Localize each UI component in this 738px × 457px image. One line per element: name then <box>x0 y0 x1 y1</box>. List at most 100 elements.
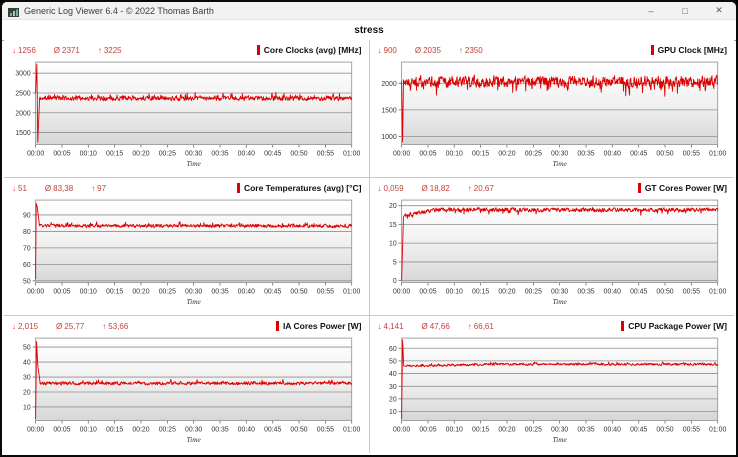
svg-text:00:30: 00:30 <box>551 427 568 434</box>
avg-symbol-icon: Ø <box>44 183 52 193</box>
svg-text:30: 30 <box>23 374 31 381</box>
svg-text:10: 10 <box>388 409 396 416</box>
chart-canvas: 1500 2000 2500 3000 00:00 00:05 00:10 00:15 00:2… <box>15 61 360 168</box>
svg-text:50: 50 <box>23 278 31 285</box>
avg-symbol-icon: Ø <box>56 321 63 331</box>
svg-text:90: 90 <box>23 212 31 219</box>
close-button[interactable]: ✕ <box>715 5 723 15</box>
svg-text:00:30: 00:30 <box>185 289 202 296</box>
svg-text:Time: Time <box>186 435 201 444</box>
svg-text:40: 40 <box>388 371 396 378</box>
svg-text:00:20: 00:20 <box>498 289 515 296</box>
svg-text:00:00: 00:00 <box>27 289 44 296</box>
charts-grid: ↓ 1256 Ø 2371 ↑ 3225 Core Clocks (avg) [MHz] 15… <box>4 40 734 453</box>
minimize-button[interactable]: – <box>648 5 654 16</box>
svg-text:70: 70 <box>23 245 31 252</box>
svg-text:00:10: 00:10 <box>80 289 97 296</box>
svg-text:10: 10 <box>388 241 396 248</box>
stat-min: ↓ 0,059 <box>378 184 404 193</box>
min-arrow-icon: ↓ <box>12 45 16 55</box>
svg-text:00:25: 00:25 <box>159 427 176 434</box>
chart-canvas: 1000 1500 2000 00:00 00:05 00:10 00:15 00:20 00:… <box>381 61 726 168</box>
svg-text:Time: Time <box>186 297 201 306</box>
chart-header: ↓ 1256 Ø 2371 ↑ 3225 Core Clocks (avg) [MHz] <box>9 43 364 57</box>
stat-max: ↑ 66,61 <box>468 322 494 331</box>
app-icon <box>8 5 19 17</box>
svg-text:00:35: 00:35 <box>211 427 228 434</box>
stat-max-value: 3225 <box>103 45 122 55</box>
stat-avg-value: 18,82 <box>429 183 450 193</box>
svg-text:00:30: 00:30 <box>551 289 568 296</box>
chart-stats: ↓ 2,015 Ø 25,77 ↑ 53,66 <box>12 322 128 331</box>
svg-text:00:55: 00:55 <box>317 427 334 434</box>
svg-text:00:20: 00:20 <box>498 151 515 158</box>
stat-min: ↓ 2,015 <box>12 322 38 331</box>
stat-max-value: 97 <box>97 183 107 193</box>
stat-min-value: 2,015 <box>18 321 39 331</box>
stat-avg: Ø 2035 <box>415 46 441 55</box>
svg-text:00:15: 00:15 <box>106 289 123 296</box>
chart-canvas: 10 20 30 40 50 00:00 00:05 00:10 00:15 00:20 00:25… <box>23 337 360 444</box>
svg-text:01:00: 01:00 <box>709 289 726 296</box>
svg-text:00:40: 00:40 <box>603 289 620 296</box>
chart-title-text: CPU Package Power [W] <box>628 321 727 331</box>
svg-text:2500: 2500 <box>15 90 30 97</box>
chart-stats: ↓ 900 Ø 2035 ↑ 2350 <box>378 46 483 55</box>
legend-marker <box>637 183 641 193</box>
svg-text:00:05: 00:05 <box>53 151 70 158</box>
chart-title: Core Temperatures (avg) [°C] <box>236 183 362 193</box>
svg-text:00:15: 00:15 <box>472 289 489 296</box>
stat-max: ↑ 97 <box>91 184 106 193</box>
svg-text:00:25: 00:25 <box>159 151 176 158</box>
svg-text:00:10: 00:10 <box>80 151 97 158</box>
svg-text:00:35: 00:35 <box>211 289 228 296</box>
svg-text:2000: 2000 <box>15 110 30 117</box>
avg-symbol-icon: Ø <box>421 183 428 193</box>
chart-canvas: 50 60 70 80 90 00:00 00:05 00:10 00:15 00:20 00:25… <box>23 199 360 306</box>
chart-title: GPU Clock [MHz] <box>650 45 727 55</box>
svg-text:00:15: 00:15 <box>106 427 123 434</box>
stat-avg: Ø 25,77 <box>56 322 84 331</box>
svg-text:00:45: 00:45 <box>264 289 281 296</box>
min-arrow-icon: ↓ <box>377 45 382 55</box>
svg-text:00:05: 00:05 <box>53 427 70 434</box>
stat-min: ↓ 4,141 <box>378 322 404 331</box>
svg-text:00:55: 00:55 <box>317 151 334 158</box>
svg-text:00:50: 00:50 <box>656 427 673 434</box>
stat-max: ↑ 2350 <box>459 46 483 55</box>
stat-avg-value: 2035 <box>423 45 441 55</box>
svg-text:00:20: 00:20 <box>132 151 149 158</box>
chart-panel: ↓ 2,015 Ø 25,77 ↑ 53,66 IA Cores Power [W] 10 20… <box>4 316 369 453</box>
svg-text:Time: Time <box>552 297 567 306</box>
min-arrow-icon: ↓ <box>377 183 382 193</box>
svg-text:00:45: 00:45 <box>264 151 281 158</box>
stat-avg: Ø 18,82 <box>422 184 450 193</box>
stat-min-value: 4,141 <box>383 321 404 331</box>
max-arrow-icon: ↑ <box>467 321 472 331</box>
svg-text:00:25: 00:25 <box>524 151 541 158</box>
maximize-button[interactable]: □ <box>682 5 688 16</box>
svg-text:Time: Time <box>552 159 567 168</box>
chart-title: GT Cores Power [W] <box>637 183 727 193</box>
svg-text:00:55: 00:55 <box>682 289 699 296</box>
svg-text:60: 60 <box>388 346 396 353</box>
svg-text:00:55: 00:55 <box>317 289 334 296</box>
svg-text:50: 50 <box>388 358 396 365</box>
chart-panel: ↓ 0,059 Ø 18,82 ↑ 20,67 GT Cores Power [W] 0 5 10… <box>369 178 734 315</box>
svg-text:00:10: 00:10 <box>80 427 97 434</box>
chart-title-text: GT Cores Power [W] <box>644 183 727 193</box>
window-title: Generic Log Viewer 6.4 - © 2022 Thomas B… <box>24 5 214 16</box>
stat-min-value: 1256 <box>18 45 36 55</box>
svg-text:1000: 1000 <box>381 134 396 141</box>
stat-max-value: 66,61 <box>473 321 494 331</box>
svg-text:00:50: 00:50 <box>656 289 673 296</box>
svg-text:00:50: 00:50 <box>290 151 307 158</box>
svg-text:3000: 3000 <box>15 71 30 78</box>
svg-text:15: 15 <box>388 222 396 229</box>
svg-text:00:20: 00:20 <box>498 427 515 434</box>
stat-avg: Ø 47,66 <box>422 322 450 331</box>
svg-text:00:50: 00:50 <box>290 427 307 434</box>
min-arrow-icon: ↓ <box>12 183 16 193</box>
chart-title-text: GPU Clock [MHz] <box>657 45 727 55</box>
svg-text:00:05: 00:05 <box>419 289 436 296</box>
